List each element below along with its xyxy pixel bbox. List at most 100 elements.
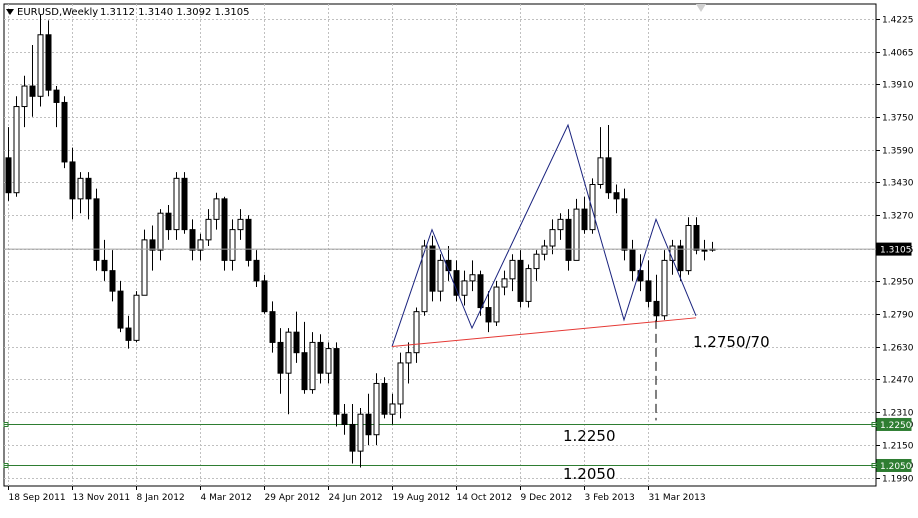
candle xyxy=(5,127,12,201)
candle-body xyxy=(621,198,628,251)
candle xyxy=(653,274,660,322)
candle-body xyxy=(69,161,76,200)
candle xyxy=(557,213,564,240)
candle-body xyxy=(453,270,460,296)
candle xyxy=(85,172,92,220)
candle-body xyxy=(157,212,164,251)
time-tick-label: 19 Aug 2012 xyxy=(393,493,451,503)
candle-body xyxy=(109,270,116,292)
candle xyxy=(693,217,700,255)
price-tick-label: 1.4065 xyxy=(882,49,914,59)
candle-body xyxy=(277,341,284,374)
candle-body xyxy=(661,259,668,317)
candle xyxy=(477,270,484,316)
candle xyxy=(237,209,244,240)
candle xyxy=(541,239,548,261)
candle-body xyxy=(133,294,140,341)
wave-pattern-line xyxy=(391,123,697,347)
candle-body xyxy=(485,307,492,323)
price-tick-label: 1.3270 xyxy=(882,212,914,222)
candle-body xyxy=(285,331,292,374)
candle xyxy=(125,315,132,349)
candle xyxy=(701,239,708,261)
time-tick-label: 9 Dec 2012 xyxy=(521,493,573,503)
candle xyxy=(621,188,628,261)
candle xyxy=(213,192,220,230)
candle xyxy=(629,239,636,281)
price-tick-label: 1.3910 xyxy=(882,81,914,91)
candle-body xyxy=(309,341,316,391)
candle-body xyxy=(381,382,388,415)
time-tick-label: 4 Mar 2012 xyxy=(201,493,252,503)
candle-body xyxy=(205,218,212,241)
price-box-label: 1.2050 xyxy=(880,462,912,472)
chart-shift-marker-icon[interactable] xyxy=(696,4,706,12)
price-box-label: 1.3105 xyxy=(880,246,912,256)
candle-body xyxy=(13,106,20,194)
candle-body xyxy=(5,157,12,194)
price-tick-label: 1.2790 xyxy=(882,311,914,321)
candle-body xyxy=(685,225,692,272)
price-tick-label: 1.2950 xyxy=(882,278,914,288)
candle xyxy=(141,229,148,296)
candle-body xyxy=(581,208,588,231)
level-annotation-2: 1.2050 xyxy=(563,465,616,483)
candle-body xyxy=(653,300,660,317)
candle-body xyxy=(517,259,524,302)
candle-body xyxy=(173,177,180,231)
candle-body xyxy=(629,249,636,272)
candle xyxy=(101,239,108,281)
price-box xyxy=(876,242,912,256)
price-tick-label: 1.1990 xyxy=(882,475,914,485)
candle xyxy=(13,96,20,197)
candle-body xyxy=(213,198,220,220)
candle xyxy=(109,250,116,302)
candle xyxy=(373,373,380,445)
candle xyxy=(525,264,532,308)
time-tick-label: 31 Mar 2013 xyxy=(649,493,706,503)
candle-body xyxy=(117,290,124,329)
candle-body xyxy=(613,192,620,200)
candle-body xyxy=(333,348,340,415)
time-tick-label: 8 Jan 2012 xyxy=(137,493,185,503)
candle xyxy=(133,291,140,343)
candle xyxy=(53,86,60,128)
candle xyxy=(613,184,620,214)
candle-body xyxy=(397,362,404,405)
candle-body xyxy=(549,229,556,247)
candle xyxy=(413,307,420,363)
candles xyxy=(5,14,716,468)
candle xyxy=(485,291,492,333)
candle xyxy=(189,219,196,261)
candle xyxy=(261,274,268,314)
candle xyxy=(301,321,308,394)
candle-body xyxy=(597,157,604,185)
price-tick-label: 1.3750 xyxy=(882,114,914,124)
candle xyxy=(533,250,540,281)
candle xyxy=(549,219,556,255)
candle xyxy=(405,342,412,384)
candle xyxy=(357,408,364,468)
candle-body xyxy=(589,183,596,231)
candle xyxy=(61,96,68,169)
candle-body xyxy=(525,268,532,302)
candle-body xyxy=(61,101,68,163)
candle xyxy=(309,332,316,394)
candle-body xyxy=(53,89,60,103)
candle-body xyxy=(405,352,412,364)
candle-body xyxy=(469,274,476,282)
candle xyxy=(293,311,300,363)
candle xyxy=(181,172,188,234)
candle xyxy=(317,334,324,384)
candle xyxy=(157,209,164,261)
candle-body xyxy=(245,218,252,261)
price-labels: 1.3105 1.2250 1.2050 xyxy=(876,242,912,472)
dropdown-triangle-icon[interactable] xyxy=(6,9,14,15)
candle-body xyxy=(325,348,332,374)
price-tick-label: 1.2150 xyxy=(882,442,914,452)
target-annotation: 1.2750/70 xyxy=(693,333,770,351)
candle-body xyxy=(29,85,36,97)
candle-body xyxy=(93,198,100,261)
candle xyxy=(277,328,284,394)
candle xyxy=(469,260,476,292)
